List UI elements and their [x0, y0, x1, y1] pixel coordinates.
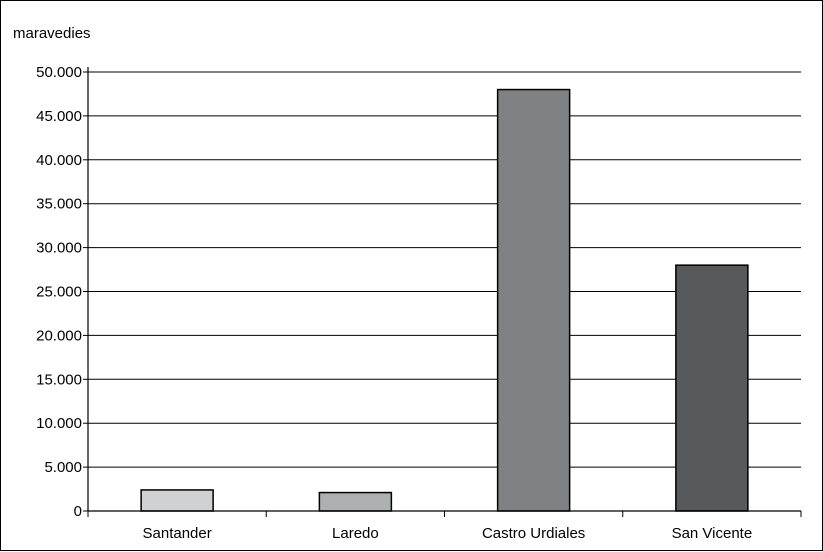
axes — [83, 67, 802, 517]
x-tick-label: Santander — [143, 525, 212, 542]
bar-castro-urdiales — [496, 88, 571, 512]
x-tick-label: Laredo — [332, 525, 379, 542]
y-tick-label: 15.000 — [36, 371, 82, 388]
y-tick-label: 20.000 — [36, 327, 82, 344]
bar-santander — [140, 489, 214, 512]
y-tick-label: 25.000 — [36, 284, 82, 301]
gridlines — [88, 71, 801, 468]
y-tick-label: 30.000 — [36, 240, 82, 257]
x-tick-label: San Vicente — [672, 525, 753, 542]
y-tick-label: 10.000 — [36, 415, 82, 432]
y-tick-label: 0 — [74, 503, 82, 520]
x-tick-label: Castro Urdiales — [482, 525, 585, 542]
x-tick-labels: Santander Laredo Castro Urdiales San Vicent… — [143, 525, 753, 542]
bar-san-vicente — [675, 264, 749, 512]
bars — [140, 88, 749, 512]
y-axis-label: maravedies — [13, 25, 91, 42]
y-tick-label: 45.000 — [36, 108, 82, 125]
y-tick-labels: 0 5.000 10.000 15.000 20.000 25.000 30.000 35.0… — [36, 64, 82, 520]
bar-laredo — [318, 491, 393, 512]
y-tick-label: 50.000 — [36, 64, 82, 81]
y-tick-label: 35.000 — [36, 196, 82, 213]
y-tick-label: 40.000 — [36, 152, 82, 169]
y-tick-label: 5.000 — [44, 459, 82, 476]
